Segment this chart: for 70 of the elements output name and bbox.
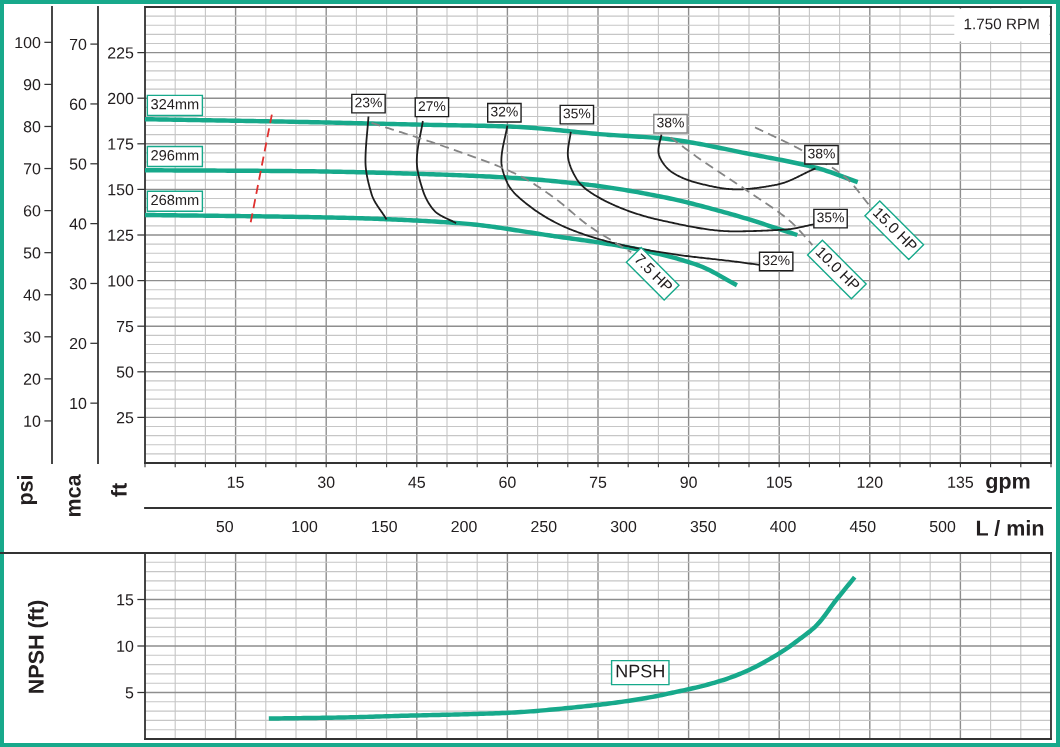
y-tick-label: 50 — [116, 366, 134, 378]
y2-tick-label: 30 — [69, 278, 87, 290]
y3-tick-label: 70 — [23, 163, 41, 175]
y2-tick-label: 40 — [69, 218, 87, 230]
x-tick-label: 45 — [408, 476, 426, 488]
x-tick-label: 90 — [680, 476, 697, 488]
x2-axis-title: L / min — [976, 519, 1044, 536]
x2-tick-label: 50 — [216, 520, 234, 533]
x2-tick-label: 100 — [292, 520, 318, 533]
y3-tick-label: 30 — [23, 331, 41, 343]
y2-tick-label: 70 — [69, 38, 87, 51]
x-tick-label: 105 — [767, 476, 792, 488]
annotation: 35% — [817, 212, 844, 223]
annotation: 38% — [808, 148, 835, 159]
y2-tick-label: 20 — [69, 337, 87, 350]
annotation: 32% — [491, 106, 518, 117]
y-tick-label: 5 — [125, 687, 134, 699]
y3-tick-label: 80 — [23, 121, 41, 133]
y-tick-label: 15 — [117, 594, 134, 606]
y2-tick-label: 50 — [69, 158, 87, 170]
x2-tick-label: 200 — [451, 520, 477, 533]
x2-tick-label: 150 — [372, 520, 397, 533]
annotation: 32% — [762, 255, 790, 266]
x2-tick-label: 300 — [610, 520, 637, 533]
x2-tick-label: 350 — [690, 520, 716, 533]
y3-axis-title: psi — [16, 475, 38, 505]
x2-tick-label: 500 — [929, 520, 956, 533]
annotation: 38% — [657, 117, 684, 128]
y-tick-label: 75 — [116, 321, 134, 333]
annotation: NPSH — [616, 664, 664, 678]
y2-tick-label: 60 — [69, 98, 87, 110]
series-label: 296mm — [151, 150, 199, 161]
x-tick-label: 60 — [499, 476, 516, 488]
y2-axis-title: mca — [68, 474, 81, 517]
x-axis-title: gpm — [986, 476, 1030, 494]
y-tick-label: 25 — [116, 412, 134, 424]
y-axis-title: ft — [110, 483, 127, 497]
y3-tick-label: 20 — [23, 373, 41, 385]
y3-tick-label: 100 — [15, 36, 41, 49]
x2-tick-label: 250 — [531, 520, 557, 533]
x-tick-label: 135 — [948, 476, 974, 488]
y3-tick-label: 90 — [23, 79, 41, 91]
text: 7.5 HP — [633, 253, 674, 293]
series-label: 268mm — [151, 194, 199, 206]
y3-tick-label: 50 — [23, 247, 41, 259]
y2-tick-label: 10 — [70, 397, 87, 410]
annotation: 27% — [418, 101, 446, 111]
y-tick-label: 200 — [108, 92, 134, 105]
y3-tick-label: 40 — [23, 289, 41, 301]
y-tick-label: 175 — [108, 138, 134, 150]
y-tick-label: 150 — [108, 184, 134, 196]
text: 10.0 HP — [815, 246, 861, 292]
x-tick-label: 15 — [227, 476, 244, 488]
x-tick-label: 120 — [857, 476, 883, 488]
x-tick-label: 30 — [317, 476, 335, 488]
annotation: 35% — [563, 108, 591, 119]
y-axis-title: NPSH (ft) — [27, 600, 49, 693]
x2-tick-label: 450 — [849, 520, 876, 533]
y3-tick-label: 60 — [23, 205, 41, 217]
y-tick-label: 100 — [108, 275, 134, 287]
annotation: 23% — [355, 97, 382, 108]
y-tick-label: 125 — [108, 229, 134, 241]
y3-tick-label: 10 — [24, 415, 41, 427]
y-tick-label: 10 — [117, 640, 134, 652]
x-tick-label: 75 — [589, 476, 607, 488]
text: 15.0 HP — [872, 206, 918, 253]
x2-tick-label: 400 — [770, 520, 796, 533]
y-tick-label: 225 — [108, 47, 134, 59]
annotation: 1.750 RPM — [964, 18, 1039, 30]
series-label: 324mm — [151, 99, 199, 110]
